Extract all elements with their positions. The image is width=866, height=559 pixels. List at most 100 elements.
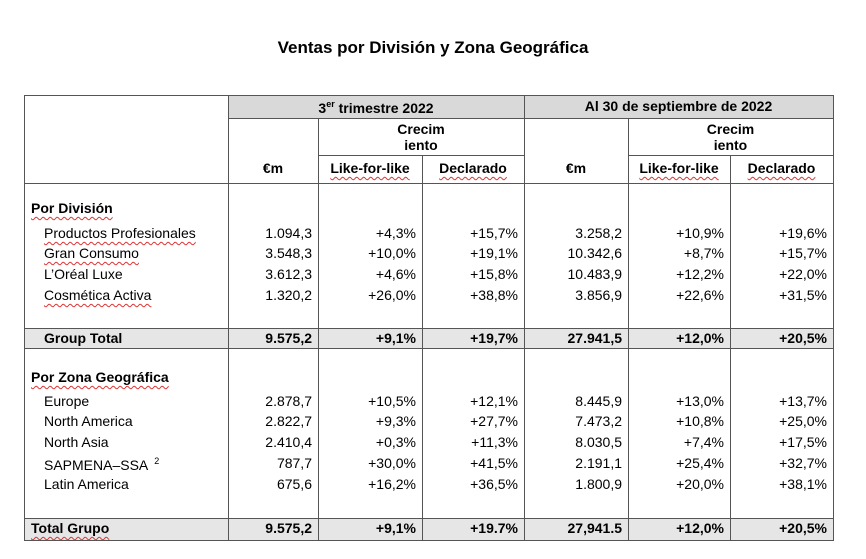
cell-value: +12,0% [676, 330, 724, 346]
cell-value: +9,3% [375, 413, 416, 429]
cell-value: +12,1% [470, 393, 518, 409]
cell-value: +15,7% [470, 225, 518, 241]
cell-value: +16,2% [368, 476, 416, 492]
cell-value: +9,1% [375, 330, 416, 346]
column-header: Like-for-like [639, 160, 719, 176]
cell-value: +4,6% [375, 266, 416, 282]
period-header: Al 30 de septiembre de 2022 [584, 98, 773, 114]
cell-value: +36,5% [470, 476, 518, 492]
rule [318, 155, 524, 156]
growth-header: iento [404, 137, 438, 153]
title: Ventas por División y Zona Geográfica [277, 38, 589, 57]
cell-value: 2.822,7 [265, 413, 312, 429]
cell-value: +27,7% [470, 413, 518, 429]
cell-value: +22,0% [779, 266, 827, 282]
column-header: Declarado [439, 160, 507, 176]
section-heading: Por Zona Geográfica [31, 369, 169, 385]
rule [318, 118, 319, 540]
cell-value: 10.483,9 [567, 266, 623, 282]
row-label: Latin America [44, 476, 129, 492]
cell-value: +31,5% [779, 287, 827, 303]
rule [628, 118, 629, 540]
period-header: 3er trimestre 2022 [228, 95, 524, 117]
rule [24, 95, 25, 541]
cell-value: 1.094,3 [265, 225, 312, 241]
rule [228, 95, 229, 540]
cell-value: +25,4% [676, 455, 724, 471]
cell-value: +12,0% [676, 520, 724, 536]
cell-value: +9,1% [375, 520, 416, 536]
row-label: North America [44, 413, 133, 429]
column-header: €m [262, 160, 284, 176]
cell-value: 3.258,2 [575, 225, 622, 241]
cell-value: +15,8% [470, 266, 518, 282]
cell-value: 3.612,3 [265, 266, 312, 282]
row-label: SAPMENA–SSA 2 [44, 456, 160, 473]
rule [730, 155, 731, 540]
rule [228, 118, 833, 119]
cell-value: +38,1% [779, 476, 827, 492]
section-heading: Por División [31, 200, 113, 216]
cell-value: 2.191,1 [575, 455, 622, 471]
rule [24, 348, 833, 349]
cell-value: +38,8% [470, 287, 518, 303]
cell-value: +10,0% [368, 245, 416, 261]
cell-value: 3.856,9 [575, 287, 622, 303]
cell-value: 8.445,9 [575, 393, 622, 409]
period-text: trimestre 2022 [338, 99, 434, 116]
cell-value: +19,6% [779, 225, 827, 241]
cell-value: +17,5% [779, 434, 827, 450]
row-label: Europe [44, 393, 90, 409]
cell-value: 1.320,2 [265, 287, 312, 303]
rule [24, 95, 834, 96]
rule [833, 95, 834, 541]
cell-value: +7,4% [683, 434, 724, 450]
growth-header: iento [713, 137, 748, 153]
column-header: Declarado [747, 160, 816, 176]
rule [24, 540, 834, 541]
cell-value: +20,5% [779, 520, 827, 536]
cell-value: +19.7% [470, 520, 518, 536]
cell-value: 9.575,2 [265, 520, 312, 536]
cell-value: 7.473,2 [575, 413, 622, 429]
cell-value: +25,0% [779, 413, 827, 429]
cell-value: +13,0% [676, 393, 724, 409]
total-band [24, 328, 833, 348]
rule [24, 183, 834, 184]
cell-value: 27,941.5 [567, 520, 623, 536]
column-header: €m [565, 160, 587, 176]
cell-value: 9.575,2 [265, 330, 312, 346]
cell-value: +10,9% [676, 225, 724, 241]
cell-value: +4,3% [375, 225, 416, 241]
cell-value: +41,5% [470, 455, 518, 471]
cell-value: 10.342,6 [567, 245, 623, 261]
cell-value: +32,7% [779, 455, 827, 471]
column-header: Like-for-like [330, 160, 410, 176]
cell-value: +8,7% [683, 245, 724, 261]
cell-value: +0,3% [375, 434, 416, 450]
cell-value: 3.548,3 [265, 245, 312, 261]
cell-value: +20,0% [676, 476, 724, 492]
rule [24, 518, 833, 519]
cell-value: +19,7% [470, 330, 518, 346]
cell-value: 1.800,9 [575, 476, 622, 492]
cell-value: +26,0% [368, 287, 416, 303]
total-label: Total Grupo [31, 520, 110, 536]
row-label: Productos Profesionales [44, 225, 196, 241]
total-label: Group Total [44, 330, 123, 346]
row-label: Cosmética Activa [44, 287, 152, 303]
footnote-mark: 2 [154, 456, 160, 467]
superscript: er [326, 99, 335, 110]
row-label: L’Oréal Luxe [44, 266, 123, 282]
period-text: 3 [318, 99, 327, 116]
cell-value: 27.941,5 [567, 330, 623, 346]
growth-header: Crecim [397, 121, 445, 137]
cell-value: 2.878,7 [265, 393, 312, 409]
cell-value: 675,6 [276, 476, 312, 492]
row-label: Gran Consumo [44, 245, 139, 261]
cell-value: +11,3% [471, 434, 518, 450]
cell-value: 787,7 [276, 455, 312, 471]
cell-value: +30,0% [368, 455, 416, 471]
cell-value: +19,1% [470, 245, 518, 261]
